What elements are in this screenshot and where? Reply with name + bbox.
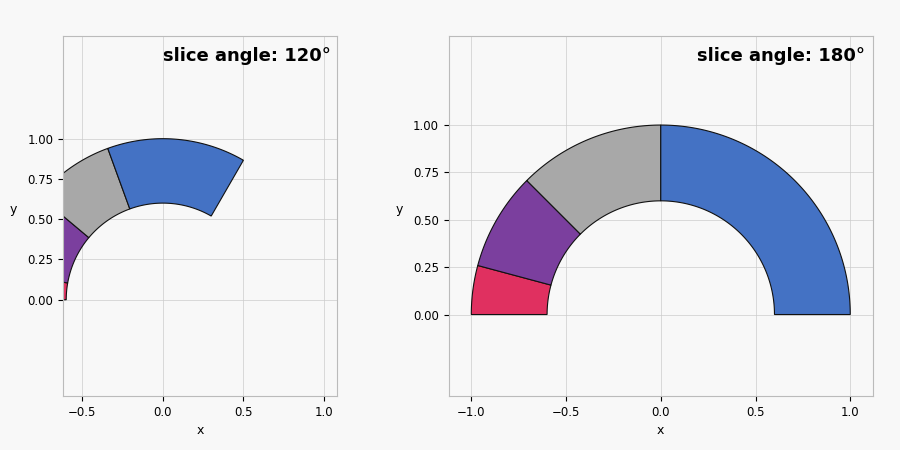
Polygon shape bbox=[4, 196, 89, 283]
Polygon shape bbox=[108, 139, 243, 216]
Polygon shape bbox=[40, 148, 130, 238]
Polygon shape bbox=[478, 180, 580, 285]
Polygon shape bbox=[2, 272, 68, 300]
Y-axis label: y: y bbox=[395, 203, 402, 216]
Y-axis label: y: y bbox=[10, 203, 17, 216]
X-axis label: x: x bbox=[657, 424, 664, 437]
Text: slice angle: 120°: slice angle: 120° bbox=[164, 47, 331, 65]
Polygon shape bbox=[661, 125, 850, 315]
X-axis label: x: x bbox=[196, 424, 203, 437]
Polygon shape bbox=[526, 125, 661, 234]
Text: slice angle: 180°: slice angle: 180° bbox=[697, 47, 865, 65]
Polygon shape bbox=[472, 266, 551, 315]
